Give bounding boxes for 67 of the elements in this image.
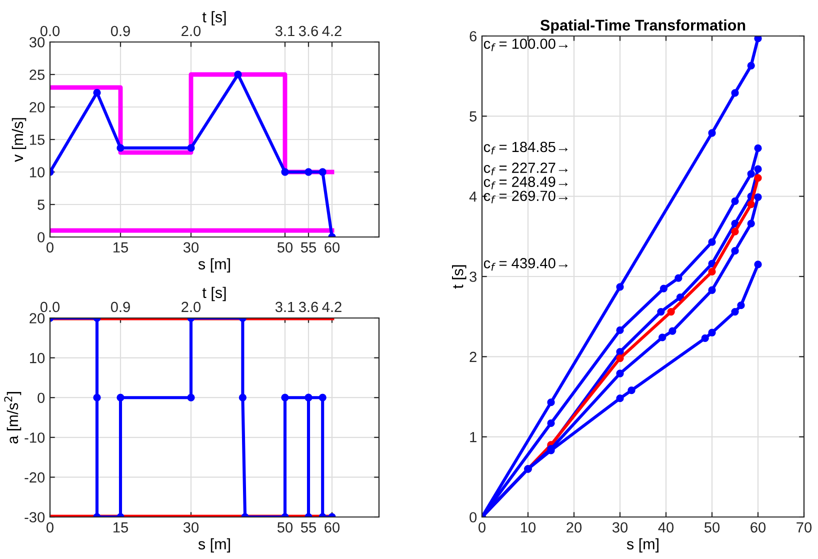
x-tick-label: 60 [750,522,766,533]
x-tick-label: 50 [704,522,720,533]
text: 2.0 [182,26,201,36]
x-tick-label: 15 [114,522,128,533]
y-axis-title: t [s] [452,265,466,289]
y-tick-label: 1 [470,432,476,442]
x-tick-label: 40 [658,522,674,533]
x-axis-title: s [m] [198,258,230,272]
y-tick-label: 25 [30,70,45,80]
text: 0.9 [110,302,130,312]
y-tick-label: 6 [470,31,476,42]
y-tick-label: 10 [30,352,45,364]
x-tick-label: 10 [521,522,536,533]
y-tick-label: 3 [470,272,476,282]
text: 3.6 [298,26,318,36]
y-tick-label: 0 [38,232,45,242]
annotation: c$_{f}$ = 248.49→ [484,176,568,190]
text: 0.0 [40,302,60,312]
x-tick-label: 30 [183,522,199,533]
x-tick-label: 70 [796,522,812,533]
text: 0.0 [40,26,60,36]
x-tick-label: 55 [300,522,316,533]
x-tick-label: 60 [324,242,340,253]
y-tick-label: 2 [470,352,476,362]
annotation: c$_{f}$ = 227.27→ [484,162,568,176]
x-tick-label: 30 [183,242,199,253]
text: 3.1 [275,26,294,36]
text: 3.1 [275,302,294,312]
x-tick-label: 50 [277,242,293,253]
y-tick-label: 0 [470,512,477,522]
x-axis-title: s [m] [626,538,658,552]
y-tick-label: 4 [469,192,477,202]
annotation: c$_{f}$ = 100.00→ [484,38,568,52]
y-tick-label: 20 [30,102,45,112]
x-tick-label: 0 [478,522,486,533]
y-tick-label: 5 [38,200,45,210]
x-tick-label: 20 [566,522,582,533]
y-axis-title: v [m/s] [12,118,26,162]
text: 0.9 [110,26,130,36]
x-tick-label: 50 [277,522,293,533]
y-tick-label: -30 [24,512,45,522]
x-tick-label: 60 [324,522,340,533]
y-tick-label: -10 [24,432,45,443]
y-axis-title: a [m/s$^{2}$] [4,392,22,444]
y-tick-label: 5 [470,111,477,122]
text: t [s] [202,11,226,26]
x-axis-title: s [m] [198,538,230,552]
x-tick-label: 15 [114,242,128,253]
text: 3.6 [298,302,318,312]
text: 4.2 [322,302,342,312]
text: 4.2 [322,26,342,36]
y-tick-label: -20 [24,472,45,483]
text: t [s] [202,286,226,302]
text: 2.0 [182,302,201,312]
y-tick-label: 20 [30,313,45,324]
y-tick-label: 30 [29,37,45,48]
x-tick-label: 30 [612,522,628,533]
annotation: c$_{f}$ = 439.40→ [484,258,568,271]
x-tick-label: 55 [300,242,316,253]
chart-title: Spatial-Time Transformation [540,19,746,34]
y-tick-label: 15 [30,134,45,145]
x-tick-label: 0 [46,522,54,533]
annotation: c$_{f}$ = 269.70→ [484,190,568,204]
y-tick-label: 10 [30,167,45,178]
x-tick-label: 0 [46,242,54,253]
annotation: c$_{f}$ = 184.85→ [484,142,568,154]
y-tick-label: 0 [38,392,45,404]
